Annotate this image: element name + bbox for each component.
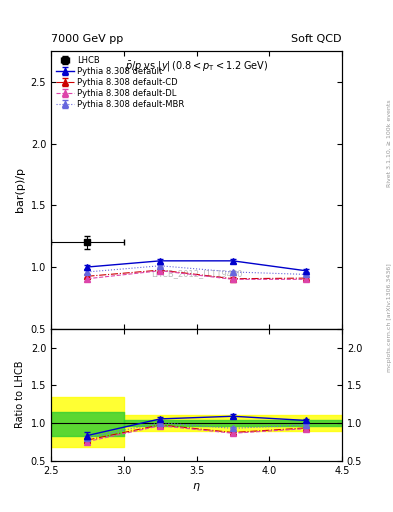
Y-axis label: Ratio to LHCB: Ratio to LHCB <box>15 361 25 429</box>
Text: Soft QCD: Soft QCD <box>292 33 342 44</box>
Y-axis label: bar(p)/p: bar(p)/p <box>15 167 25 212</box>
X-axis label: $\eta$: $\eta$ <box>192 481 201 493</box>
Text: 7000 GeV pp: 7000 GeV pp <box>51 33 123 44</box>
Text: $\bar{p}/p$ vs $|y|\,(0.8 < p_{\rm T} < 1.2$ GeV$)$: $\bar{p}/p$ vs $|y|\,(0.8 < p_{\rm T} < … <box>125 59 268 74</box>
Legend: LHCB, Pythia 8.308 default, Pythia 8.308 default-CD, Pythia 8.308 default-DL, Py: LHCB, Pythia 8.308 default, Pythia 8.308… <box>54 54 186 111</box>
Text: LHCB_2012_I1119400: LHCB_2012_I1119400 <box>151 269 242 278</box>
Text: Rivet 3.1.10, ≥ 100k events: Rivet 3.1.10, ≥ 100k events <box>387 99 391 187</box>
Text: mcplots.cern.ch [arXiv:1306.3436]: mcplots.cern.ch [arXiv:1306.3436] <box>387 263 391 372</box>
